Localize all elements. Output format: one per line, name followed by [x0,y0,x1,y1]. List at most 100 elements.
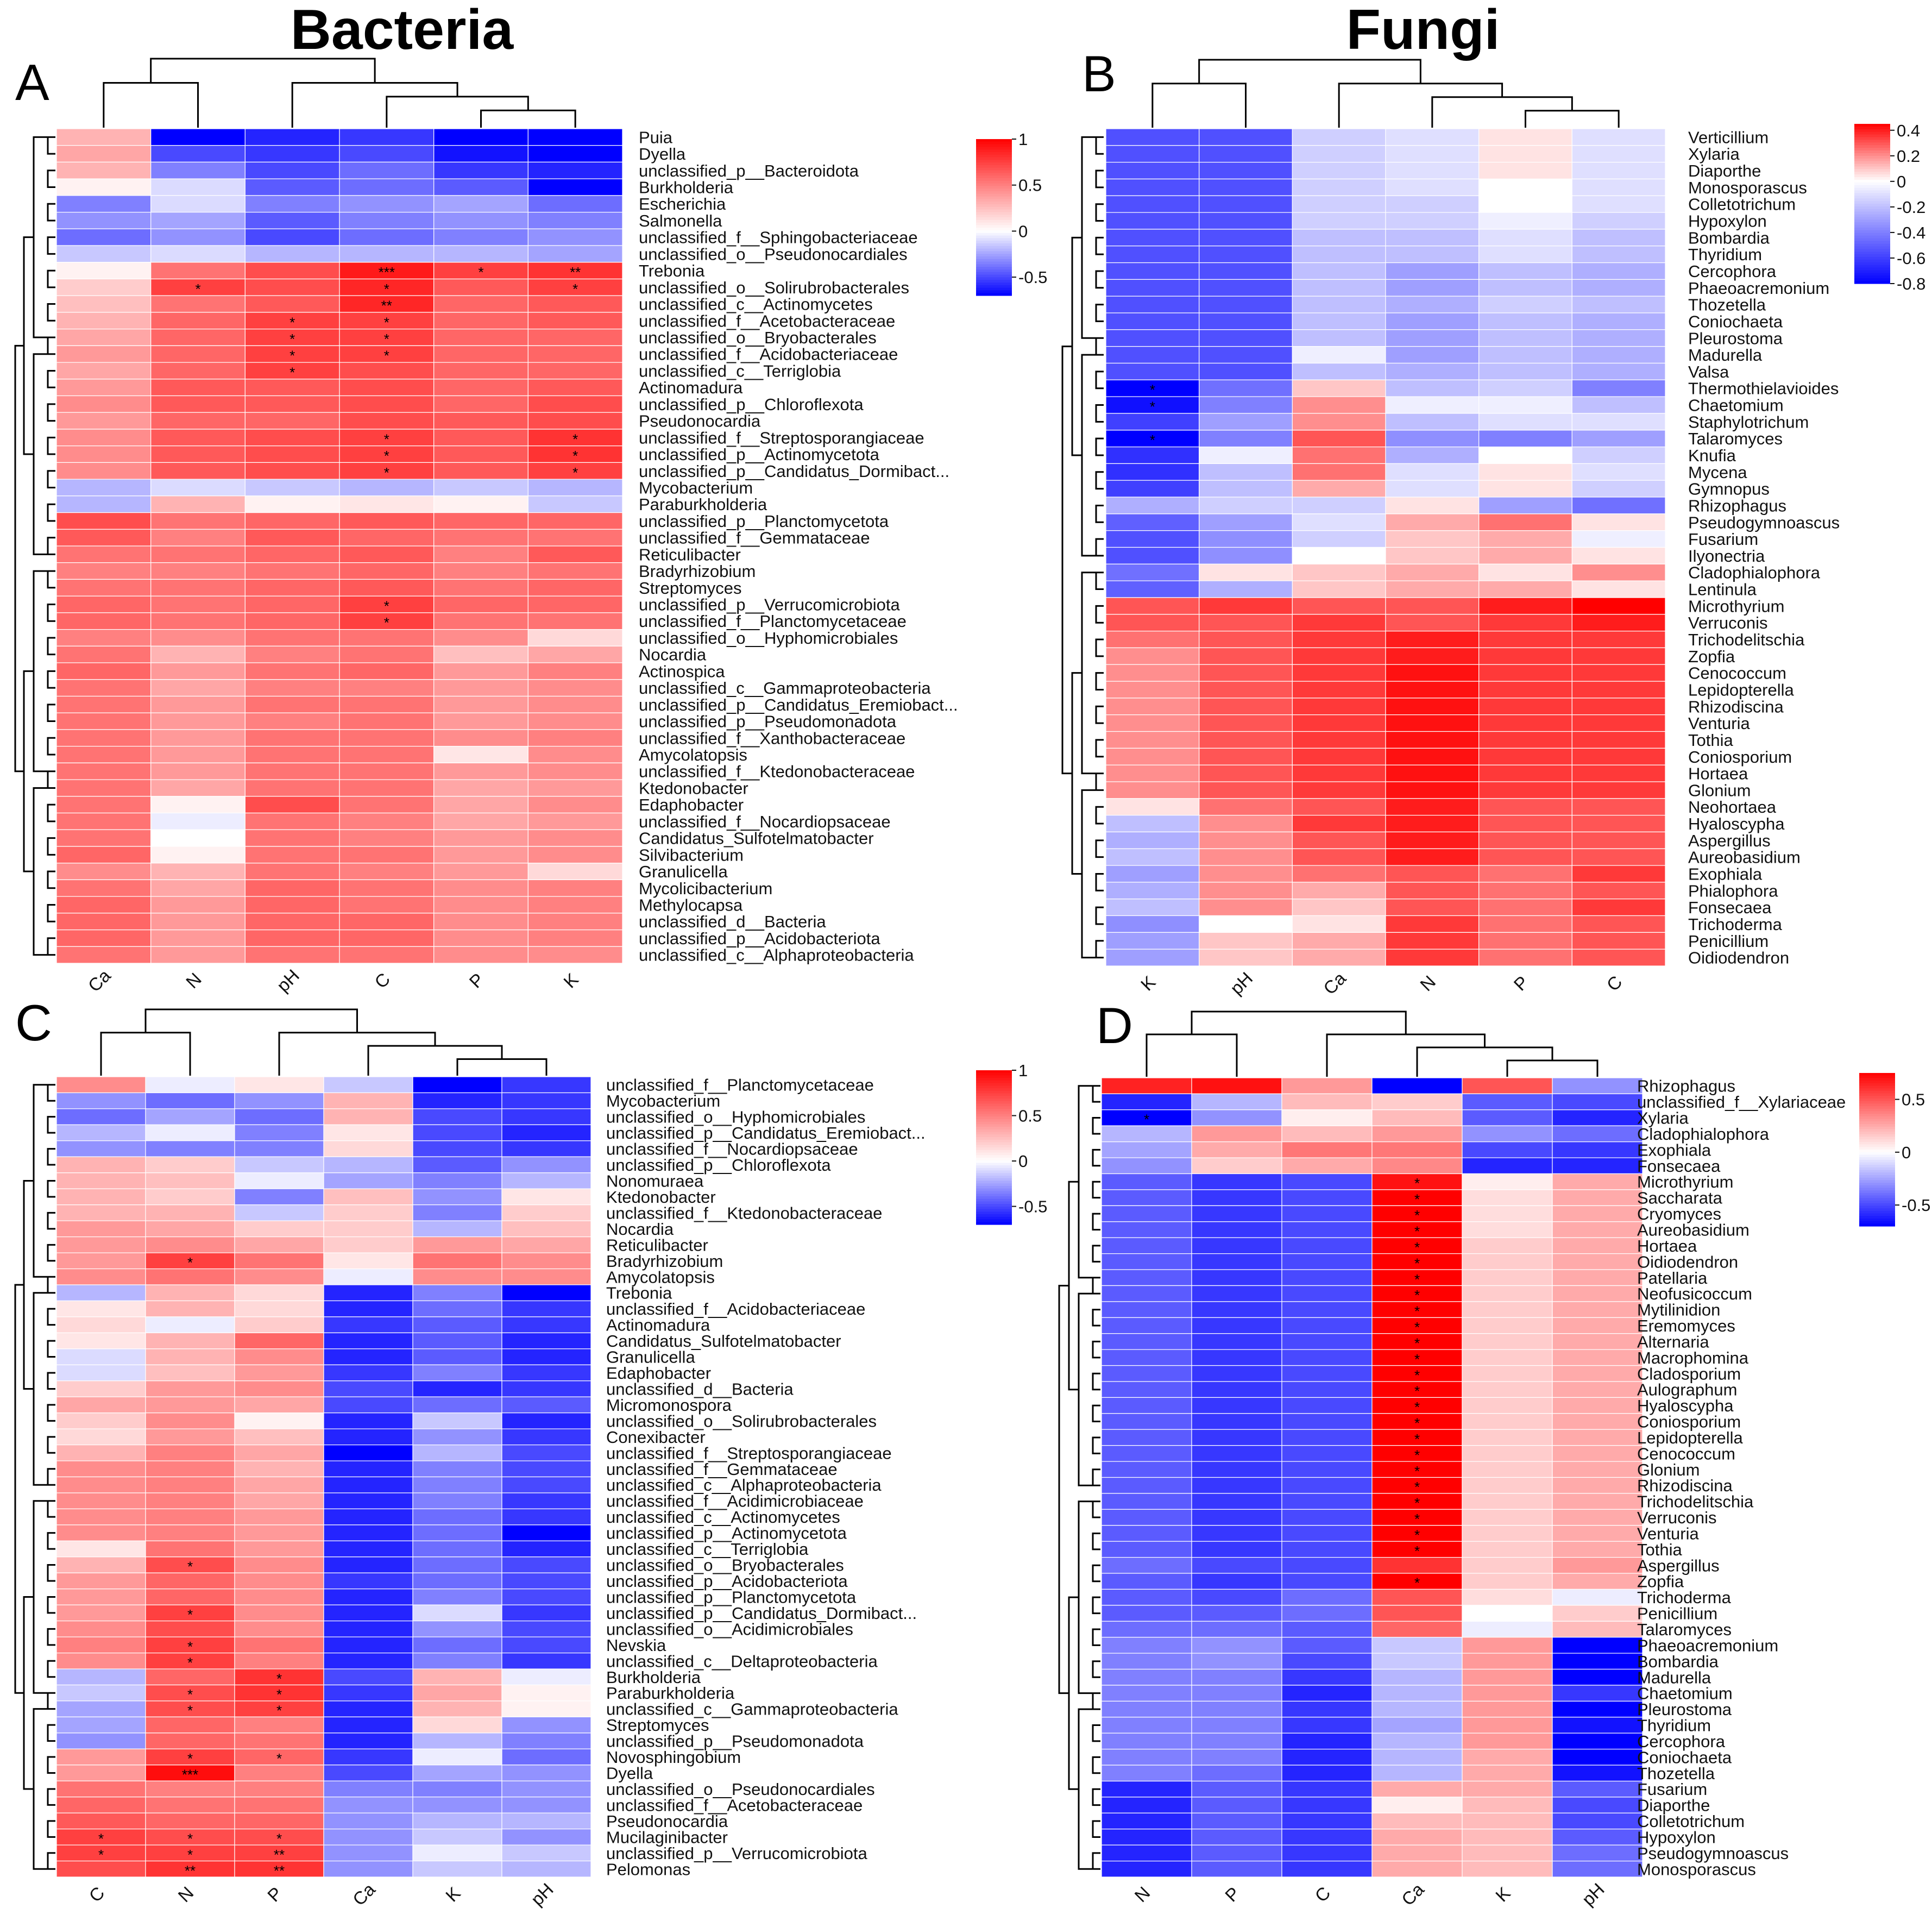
heatmap-cell-b-49-5 [1571,949,1666,966]
column-label-c-ph: pH [527,1879,557,1910]
colorbar-step-b-31 [1854,206,1890,210]
heatmap-cell-d-15-0 [1101,1317,1192,1334]
heatmap-cell-d-3-5 [1552,1125,1643,1142]
colorbar-tick-label-b-1: 0.2 [1897,147,1920,166]
row-label-a-amycolatopsis: Amycolatopsis [639,745,747,764]
heatmap-cell-d-36-0 [1101,1653,1192,1670]
colorbar-step-c-34 [976,1157,1012,1161]
heatmap-cell-b-3-2 [1292,178,1386,196]
heatmap-cell-a-0-5 [527,128,623,146]
heatmap-cell-a-31-0 [56,645,152,663]
heatmap-cell-c-13-1 [145,1284,235,1302]
heatmap-cell-b-16-1 [1199,396,1293,414]
heatmap-cell-c-21-4 [412,1412,502,1429]
heatmap-cell-d-42-5 [1552,1749,1643,1766]
colorbar-step-c-20 [976,1121,1012,1125]
heatmap-cell-c-48-2 [234,1844,324,1862]
heatmap-cell-b-24-4 [1478,530,1572,548]
row-label-c-unclassified-o-acidimicrobiales: unclassified_o__Acidimicrobiales [606,1619,853,1638]
heatmap-cell-d-11-1 [1191,1253,1282,1270]
heatmap-cell-d-10-1 [1191,1237,1282,1254]
heatmap-cell-d-0-3 [1371,1077,1463,1094]
heatmap-cell-a-37-2 [244,745,340,763]
heatmap-cell-d-44-2 [1281,1780,1373,1798]
significance-mark-d-9-3: * [1414,1223,1420,1240]
significance-mark-a-9-3: * [384,281,389,297]
heatmap-cell-c-45-5 [501,1797,591,1813]
heatmap-cell-b-4-2 [1292,195,1386,213]
significance-mark-a-20-5: * [572,464,578,481]
heatmap-cell-d-10-3 [1371,1237,1463,1254]
colorbar-step-d-31 [1859,1152,1895,1155]
row-label-d-glonium: Glonium [1637,1460,1700,1479]
heatmap-cell-c-28-2 [234,1524,324,1541]
column-label-d-k: K [1492,1883,1514,1906]
heatmap-cell-c-46-0 [56,1812,146,1830]
heatmap-cell-c-27-5 [501,1508,591,1525]
heatmap-cell-d-46-3 [1371,1812,1463,1830]
colorbar-step-c-59 [976,1222,1012,1225]
heatmap-cell-b-12-1 [1199,329,1293,347]
heatmap-cell-c-44-5 [501,1780,591,1798]
heatmap-cell-c-42-2 [234,1748,324,1766]
heatmap-cell-d-42-4 [1462,1749,1553,1766]
row-label-d-colletotrichum: Colletotrichum [1637,1812,1745,1831]
heatmap-cell-d-36-4 [1462,1653,1553,1670]
heatmap-cell-a-17-3 [339,412,435,430]
heatmap-cell-b-43-4 [1478,848,1572,866]
row-label-d-rhizodiscina: Rhizodiscina [1637,1476,1733,1495]
colorbar-step-d-46 [1859,1190,1895,1194]
colorbar-step-b-23 [1854,185,1890,189]
heatmap-cell-b-35-0 [1105,714,1200,732]
heatmap-cell-b-43-1 [1199,848,1293,866]
significance-mark-d-12-3: * [1414,1271,1420,1288]
significance-mark-d-19-3: * [1414,1383,1420,1399]
column-label-a-k: K [559,969,582,992]
heatmap-cell-d-15-5 [1552,1317,1643,1334]
colorbar-step-a-26 [976,206,1012,210]
colorbar-step-c-56 [976,1214,1012,1217]
significance-mark-c-36-1: * [187,1654,193,1671]
heatmap-cell-d-45-5 [1552,1797,1643,1813]
heatmap-cell-b-9-2 [1292,279,1386,297]
heatmap-cell-c-32-5 [501,1589,591,1605]
heatmap-cell-d-20-2 [1281,1397,1373,1414]
heatmap-cell-c-49-3 [323,1860,413,1878]
heatmap-cell-a-47-2 [244,913,340,931]
heatmap-cell-b-15-1 [1199,379,1293,397]
heatmap-cell-d-26-2 [1281,1493,1373,1510]
heatmap-cell-b-33-0 [1105,681,1200,699]
heatmap-cell-a-29-5 [527,612,623,630]
heatmap-cell-a-37-0 [56,745,152,763]
heatmap-cell-c-20-5 [501,1396,591,1414]
heatmap-cell-d-46-5 [1552,1812,1643,1830]
significance-mark-a-9-1: * [195,281,200,297]
heatmap-cell-b-45-1 [1199,882,1293,900]
row-label-a-unclassified-f-acetobacteraceae: unclassified_f__Acetobacteraceae [639,311,895,330]
heatmap-cell-d-44-5 [1552,1780,1643,1798]
heatmap-cell-d-18-2 [1281,1365,1373,1382]
heatmap-cell-b-47-0 [1105,915,1200,933]
row-label-d-fonsecaea: Fonsecaea [1637,1157,1721,1176]
colorbar-step-d-56 [1859,1216,1895,1219]
heatmap-cell-a-6-3 [339,228,435,246]
heatmap-cell-b-13-2 [1292,346,1386,364]
row-label-d-oidiodendron: Oidiodendron [1637,1252,1738,1271]
column-label-a-n: N [182,969,205,992]
heatmap-cell-d-21-3 [1371,1413,1463,1430]
colorbar-step-b-40 [1854,230,1890,234]
bacteria-title: Bacteria [291,0,514,61]
heatmap-cell-d-17-4 [1462,1349,1553,1366]
heatmap-cell-c-36-3 [323,1653,413,1669]
heatmap-cell-c-15-5 [501,1316,591,1333]
heatmap-cell-c-4-2 [234,1140,324,1157]
column-dendrogram-b [1151,59,1620,128]
heatmap-cell-d-47-2 [1281,1829,1373,1845]
heatmap-cell-b-23-5 [1571,513,1666,531]
row-label-b-gymnopus: Gymnopus [1688,480,1770,499]
heatmap-cell-b-46-0 [1105,899,1200,916]
heatmap-cell-a-34-4 [433,695,529,713]
heatmap-cell-a-3-3 [339,178,435,196]
row-label-d-verruconis: Verruconis [1637,1508,1716,1527]
significance-mark-a-14-2: * [290,364,295,380]
